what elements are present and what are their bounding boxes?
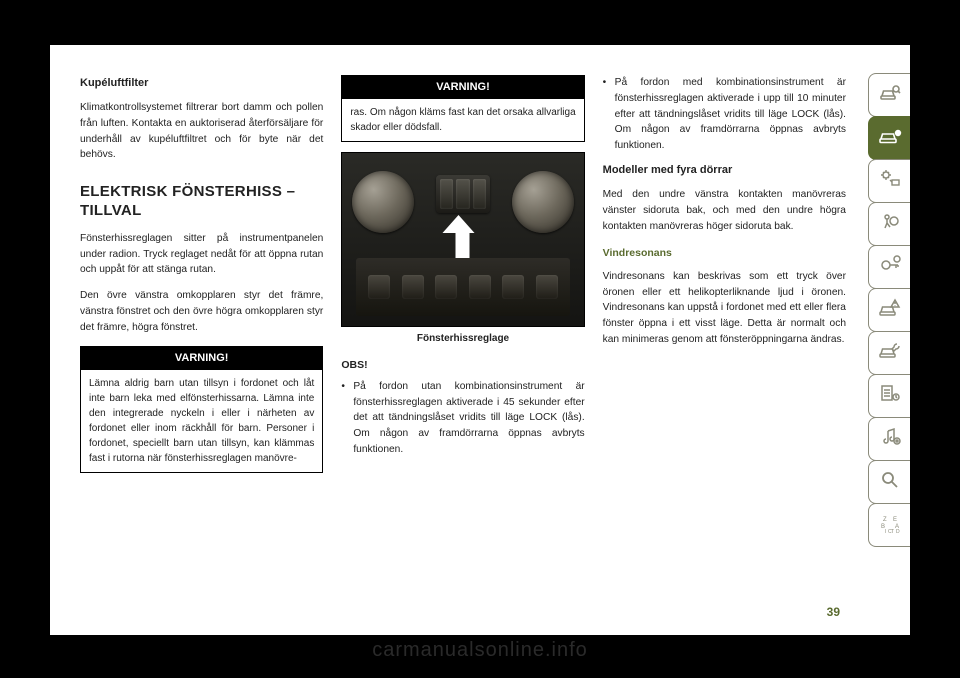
para-intro-1: Fönsterhissreglagen sitter på instrument… (80, 231, 323, 278)
window-switch (456, 179, 469, 209)
heading-vindresonans: Vindresonans (603, 245, 846, 261)
climate-dial-left (352, 171, 414, 233)
svg-text:D: D (896, 529, 900, 535)
warning-header: VARNING! (81, 347, 322, 370)
heading-kupeluftfilter: Kupéluftfilter (80, 75, 323, 92)
window-switch-photo (341, 152, 584, 327)
panel-button (469, 275, 491, 299)
para-vindresonans: Vindresonans kan beskrivas som ett tryck… (603, 269, 846, 348)
airbag-icon (878, 210, 902, 239)
climate-dial-right (512, 171, 574, 233)
tab-airbag[interactable] (868, 202, 910, 246)
svg-text:T: T (891, 529, 894, 535)
climate-icon (878, 167, 902, 196)
tab-car-info[interactable]: i (868, 116, 910, 160)
service-icon (878, 339, 902, 368)
search-icon (878, 468, 902, 497)
tab-key[interactable] (868, 245, 910, 289)
column-2: VARNING! ras. Om någon kläms fast kan de… (341, 75, 584, 617)
window-switch (440, 179, 453, 209)
index-icon: ZEBAICTD (878, 511, 902, 540)
page-number: 39 (827, 605, 840, 619)
obs-bullet: På fordon utan kombinationsinstrument är… (341, 379, 584, 458)
tab-climate[interactable] (868, 159, 910, 203)
panel-button (402, 275, 424, 299)
carinfo-icon: i (878, 124, 902, 153)
obs-list: På fordon utan kombinationsinstrument är… (341, 379, 584, 466)
para-intro-2: Den övre vänstra omkopplaren styr det fr… (80, 288, 323, 335)
tab-search[interactable] (868, 460, 910, 504)
obs-heading: OBS! (341, 357, 584, 373)
panel-button (502, 275, 524, 299)
svg-text:Z: Z (883, 517, 887, 523)
tab-checklist[interactable] (868, 374, 910, 418)
svg-text:I: I (885, 529, 886, 535)
para-fourdoor: Med den undre vänstra kontakten manövrer… (603, 187, 846, 234)
tab-search-car[interactable] (868, 73, 910, 117)
warning-body: ras. Om någon kläms fast kan det orsaka … (342, 99, 583, 141)
tab-warning[interactable] (868, 288, 910, 332)
para-kupeluftfilter: Klimatkontrollsystemet filtrerar bort da… (80, 100, 323, 163)
heading-fourdoor: Modeller med fyra dörrar (603, 162, 846, 179)
callout-arrow-icon (451, 215, 474, 263)
warning-body: Lämna aldrig barn utan tillsyn i fordone… (81, 370, 322, 472)
column-3: På fordon med kombinationsinstrument är … (603, 75, 846, 617)
lower-button-panel (356, 258, 569, 316)
warning-header: VARNING! (342, 76, 583, 99)
obs-list-cont: På fordon med kombinationsinstrument är … (603, 75, 846, 162)
obs-bullet: På fordon med kombinationsinstrument är … (603, 75, 846, 154)
content-area: Kupéluftfilter Klimatkontrollsystemet fi… (50, 45, 868, 635)
tab-service[interactable] (868, 331, 910, 375)
svg-text:E: E (893, 517, 897, 523)
photo-caption: Fönsterhissreglage (341, 331, 584, 347)
section-tabs: i ZEBAICTD (868, 45, 910, 635)
warning-box-1: VARNING! Lämna aldrig barn utan tillsyn … (80, 346, 323, 473)
panel-button (435, 275, 457, 299)
key-icon (878, 253, 902, 282)
tab-media[interactable] (868, 417, 910, 461)
media-icon (878, 425, 902, 454)
panel-button (536, 275, 558, 299)
carsearch-icon (878, 81, 902, 110)
window-switch (473, 179, 486, 209)
column-1: Kupéluftfilter Klimatkontrollsystemet fi… (80, 75, 323, 617)
checklist-icon (878, 382, 902, 411)
window-switch-bank (436, 175, 490, 213)
watermark: carmanualsonline.info (372, 639, 588, 662)
heading-section: ELEKTRISK FÖNSTERHISS – TILLVAL (80, 183, 323, 221)
manual-page: Kupéluftfilter Klimatkontrollsystemet fi… (50, 45, 910, 635)
carwarn-icon (878, 296, 902, 325)
warning-box-2: VARNING! ras. Om någon kläms fast kan de… (341, 75, 584, 142)
tab-index[interactable]: ZEBAICTD (868, 503, 910, 547)
panel-button (368, 275, 390, 299)
